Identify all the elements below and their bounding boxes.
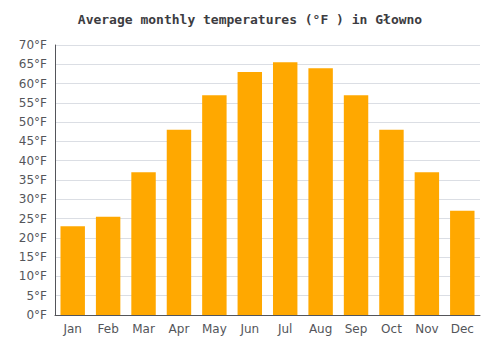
svg-text:Feb: Feb (98, 322, 119, 336)
svg-text:60°F: 60°F (19, 77, 47, 91)
svg-text:Jan: Jan (62, 322, 82, 336)
svg-text:Average monthly temperatures (: Average monthly temperatures (°F ) in Gł… (78, 12, 423, 27)
svg-text:65°F: 65°F (19, 57, 47, 71)
svg-text:10°F: 10°F (19, 269, 47, 283)
svg-text:Sep: Sep (345, 322, 368, 336)
svg-text:15°F: 15°F (19, 250, 47, 264)
svg-text:35°F: 35°F (19, 173, 47, 187)
svg-text:0°F: 0°F (26, 308, 47, 322)
svg-text:25°F: 25°F (19, 212, 47, 226)
svg-text:45°F: 45°F (19, 134, 47, 148)
svg-text:40°F: 40°F (19, 154, 47, 168)
svg-text:70°F: 70°F (19, 38, 47, 52)
svg-text:Apr: Apr (169, 322, 190, 336)
svg-text:Nov: Nov (415, 322, 438, 336)
svg-text:55°F: 55°F (19, 96, 47, 110)
svg-text:50°F: 50°F (19, 115, 47, 129)
svg-text:Jul: Jul (277, 322, 292, 336)
svg-text:Aug: Aug (309, 322, 332, 336)
svg-text:30°F: 30°F (19, 192, 47, 206)
svg-text:Oct: Oct (381, 322, 402, 336)
svg-text:20°F: 20°F (19, 231, 47, 245)
svg-text:Mar: Mar (132, 322, 155, 336)
svg-text:Dec: Dec (451, 322, 474, 336)
svg-text:5°F: 5°F (26, 289, 47, 303)
svg-text:Jun: Jun (239, 322, 259, 336)
svg-text:May: May (202, 322, 227, 336)
